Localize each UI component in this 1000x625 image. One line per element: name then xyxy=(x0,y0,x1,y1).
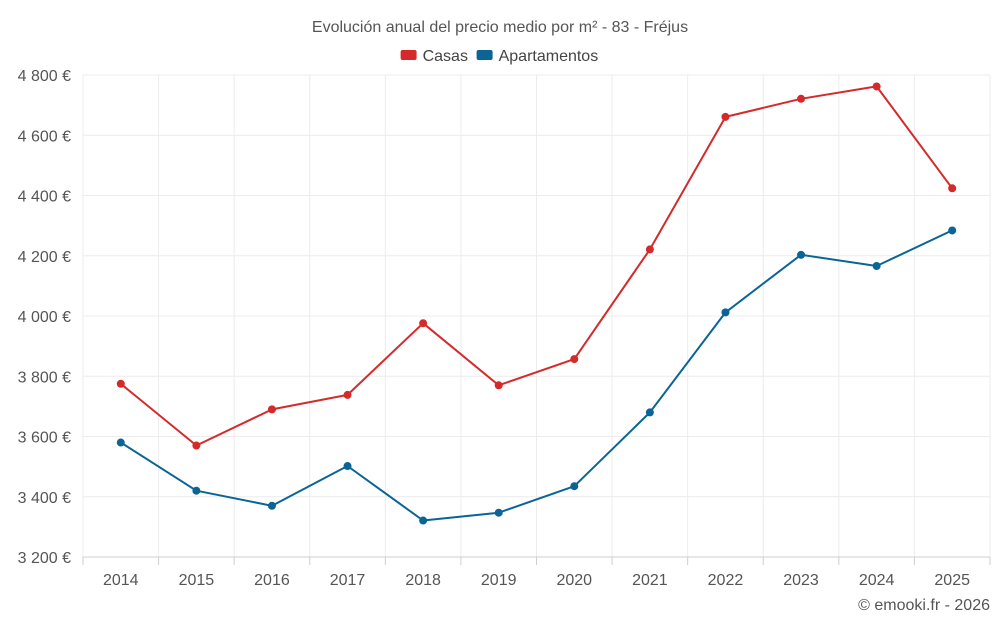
data-point-casas[interactable] xyxy=(645,245,654,254)
legend-swatch-apartamentos xyxy=(476,50,493,60)
x-tick-label: 2021 xyxy=(632,572,668,589)
x-tick-label: 2025 xyxy=(934,572,970,589)
data-point-casas[interactable] xyxy=(570,355,579,364)
legend-item-casas[interactable]: Casas xyxy=(400,48,468,65)
x-tick-label: 2022 xyxy=(708,572,744,589)
y-tick-label: 4 200 € xyxy=(18,249,71,266)
chart-title: Evolución anual del precio medio por m² … xyxy=(312,19,688,36)
data-point-casas[interactable] xyxy=(419,319,428,328)
data-point-casas[interactable] xyxy=(343,390,352,399)
legend-label-casas: Casas xyxy=(423,48,468,65)
data-point-casas[interactable] xyxy=(721,112,730,121)
data-point-apartamentos[interactable] xyxy=(192,486,201,495)
x-tick-label: 2015 xyxy=(179,572,215,589)
series-line-apartamentos xyxy=(119,229,954,522)
y-tick-label: 3 400 € xyxy=(18,490,71,507)
x-tick-label: 2014 xyxy=(103,572,139,589)
data-point-casas[interactable] xyxy=(494,381,503,390)
y-tick-label: 4 000 € xyxy=(18,309,71,326)
axes: 3 200 € 3 400 € 3 600 € 3 800 € 4 000 € 4 200… xyxy=(18,68,991,589)
data-point-apartamentos[interactable] xyxy=(645,408,654,417)
data-point-apartamentos[interactable] xyxy=(419,516,428,525)
legend-item-apartamentos[interactable]: Apartamentos xyxy=(476,48,599,65)
data-point-casas[interactable] xyxy=(267,405,276,414)
data-point-apartamentos[interactable] xyxy=(872,261,881,270)
data-point-apartamentos[interactable] xyxy=(570,482,579,491)
data-point-apartamentos[interactable] xyxy=(797,250,806,259)
legend-swatch-casas xyxy=(400,50,417,60)
data-point-casas[interactable] xyxy=(872,82,881,91)
x-tick-label: 2020 xyxy=(556,572,592,589)
x-tick-label: 2017 xyxy=(330,572,366,589)
data-point-casas[interactable] xyxy=(797,94,806,103)
y-tick-label: 3 600 € xyxy=(18,430,71,447)
y-tick-label: 4 600 € xyxy=(18,128,71,145)
x-tick-label: 2018 xyxy=(405,572,441,589)
data-point-apartamentos[interactable] xyxy=(343,462,352,471)
x-tick-label: 2019 xyxy=(481,572,517,589)
data-point-casas[interactable] xyxy=(116,379,125,388)
x-tick-label: 2023 xyxy=(783,572,819,589)
x-tick-label: 2016 xyxy=(254,572,290,589)
data-point-casas[interactable] xyxy=(948,184,957,193)
data-point-apartamentos[interactable] xyxy=(721,308,730,317)
data-point-apartamentos[interactable] xyxy=(494,508,503,517)
data-point-apartamentos[interactable] xyxy=(267,501,276,510)
y-tick-label: 4 400 € xyxy=(18,189,71,206)
series-group xyxy=(116,82,957,525)
data-point-casas[interactable] xyxy=(192,441,201,450)
series-line-casas xyxy=(119,85,954,447)
y-tick-label: 4 800 € xyxy=(18,68,71,85)
y-tick-label: 3 200 € xyxy=(18,550,71,567)
x-tick-label: 2024 xyxy=(859,572,895,589)
legend-label-apartamentos: Apartamentos xyxy=(499,48,599,65)
grid xyxy=(82,74,991,557)
legend[interactable]: Casas Apartamentos xyxy=(400,48,599,65)
y-tick-label: 3 800 € xyxy=(18,369,71,386)
data-point-apartamentos[interactable] xyxy=(948,226,957,235)
data-point-apartamentos[interactable] xyxy=(116,438,125,447)
credit-text: © emooki.fr - 2026 xyxy=(858,597,990,614)
